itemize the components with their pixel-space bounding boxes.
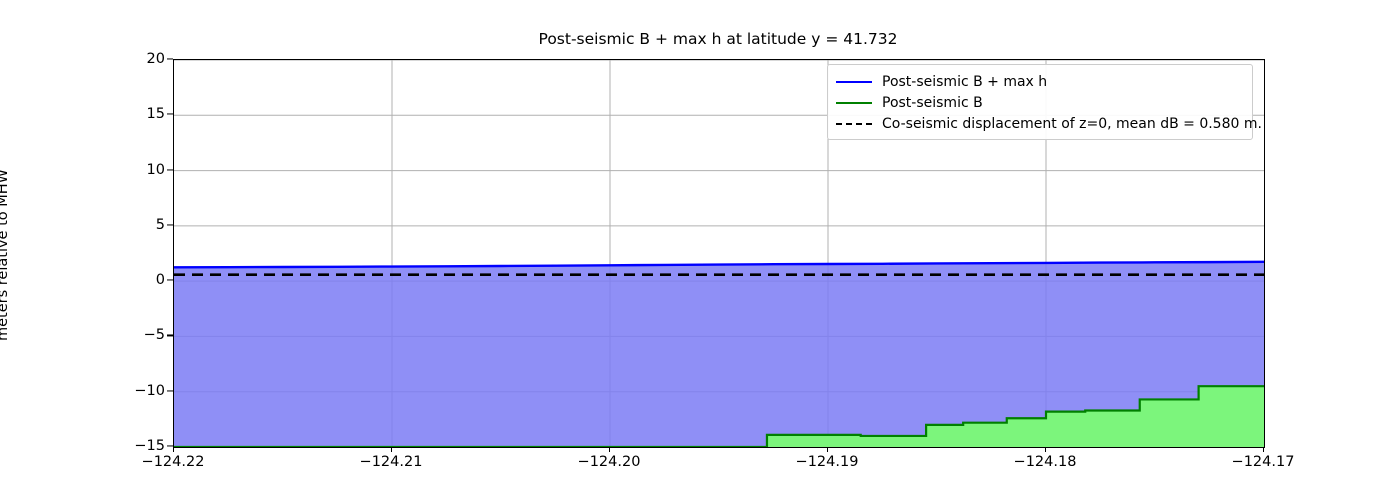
post-seismic-b-line	[174, 385, 1264, 447]
y-axis-tick-mark	[167, 390, 173, 392]
y-axis-tick-mark	[167, 334, 173, 336]
legend-item: Post-seismic B	[836, 92, 1244, 113]
y-axis-tick-label: 5	[155, 216, 165, 233]
y-axis-tick-label: 0	[155, 272, 165, 289]
legend-item: Co-seismic displacement of z=0, mean dB …	[836, 113, 1262, 134]
post-seismic-b-plus-max-h-fill	[174, 261, 1264, 447]
chart-title: Post-seismic B + max h at latitude y = 4…	[538, 30, 898, 48]
y-axis-tick-mark	[167, 279, 173, 281]
x-axis-tick-mark	[391, 446, 393, 452]
post-seismic-b-fill	[174, 386, 1264, 447]
x-axis-tick-label: −124.17	[1231, 454, 1295, 470]
x-axis-tick-label: −124.18	[1013, 454, 1077, 470]
y-axis-tick-label: −15	[134, 438, 165, 454]
y-axis-tick-mark	[167, 445, 173, 447]
legend-label: Post-seismic B	[882, 94, 983, 111]
y-axis-tick-label: 10	[146, 161, 165, 178]
x-axis-tick-label: −124.22	[141, 454, 205, 470]
y-axis-tick-label: 20	[146, 51, 165, 67]
x-axis-tick-mark	[1045, 446, 1047, 452]
legend-label: Post-seismic B + max h	[882, 73, 1048, 90]
x-axis-tick-mark	[173, 446, 175, 452]
x-axis-tick-mark	[827, 446, 829, 452]
y-axis-tick-mark	[167, 224, 173, 226]
y-axis-tick-mark	[167, 169, 173, 171]
x-axis-tick-label: −124.20	[577, 454, 641, 470]
x-axis-tick-label: −124.21	[359, 454, 423, 470]
post-seismic-b-plus-max-h-line	[174, 260, 1264, 269]
y-axis-tick-label: −5	[143, 327, 165, 344]
y-axis-tick-label: −10	[134, 382, 165, 399]
legend-item: Post-seismic B + max h	[836, 71, 1244, 92]
legend-label: Co-seismic displacement of z=0, mean dB …	[882, 115, 1262, 132]
legend-line-swatch-blue	[836, 75, 872, 89]
x-axis-tick-label: −124.19	[795, 454, 859, 470]
legend-line-swatch-green	[836, 96, 872, 110]
chart-legend[interactable]: Post-seismic B + max h Post-seismic B Co…	[827, 64, 1262, 140]
x-axis-tick-mark	[609, 446, 611, 452]
y-axis-tick-mark	[167, 113, 173, 115]
y-axis-label: meters relative to MHW	[0, 169, 11, 341]
legend-line-swatch-dashed	[836, 117, 872, 131]
y-axis-tick-label: 15	[146, 106, 165, 123]
x-axis-tick-mark	[1263, 446, 1265, 452]
y-axis-tick-mark	[167, 58, 173, 60]
